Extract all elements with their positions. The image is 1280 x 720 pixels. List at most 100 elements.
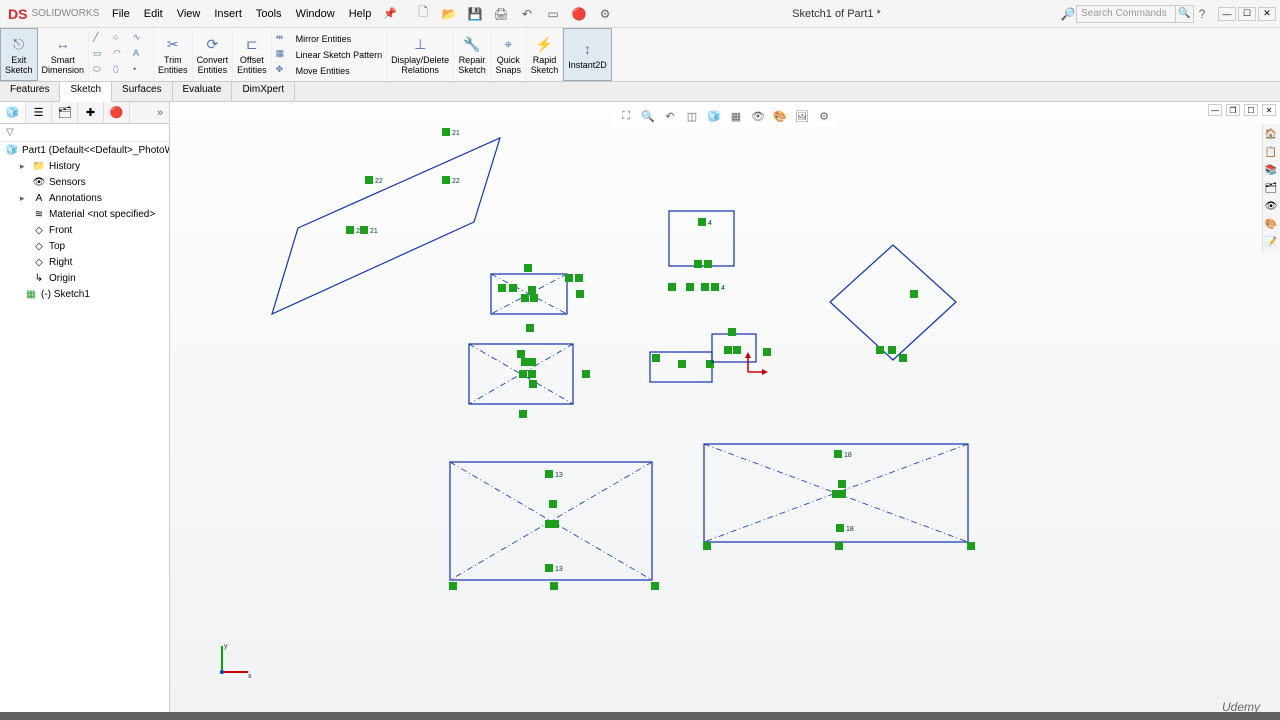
tree-top[interactable]: ◇Top — [0, 238, 169, 254]
offset-button[interactable]: ⊏ Offset Entities — [233, 28, 272, 81]
tree-right[interactable]: ◇Right — [0, 254, 169, 270]
menu-file[interactable]: File — [106, 6, 136, 22]
side-tab-appear-icon[interactable]: 🔴 — [104, 102, 130, 123]
rapid-sketch-button[interactable]: ⚡ Rapid Sketch — [527, 28, 564, 81]
sketch-tools-group: ╱ ○ ∿ ▭ ◠ A ⬭ ⬯ • — [89, 28, 154, 81]
side-tab-dim-icon[interactable]: ✚ — [78, 102, 104, 123]
convert-icon: ⟳ — [202, 34, 222, 54]
quick-snaps-button[interactable]: ⌖ Quick Snaps — [491, 28, 527, 81]
bottom-bar — [0, 712, 1280, 720]
tree-sensors[interactable]: 👁Sensors — [0, 174, 169, 190]
ellipse-icon[interactable]: ⬯ — [113, 64, 129, 78]
tree-label: Material <not specified> — [49, 209, 155, 220]
window-buttons: — ☐ ✕ — [1218, 7, 1276, 21]
display-relations-button[interactable]: ⊥ Display/Delete Relations — [387, 28, 454, 81]
menu-view[interactable]: View — [171, 6, 207, 22]
move-icon[interactable]: ✥ — [276, 64, 292, 78]
collapse-icon[interactable]: » — [151, 102, 169, 123]
pin-icon[interactable]: 📌 — [383, 7, 397, 20]
trim-button[interactable]: ✂ Trim Entities — [154, 28, 193, 81]
tree-label: Right — [49, 257, 72, 268]
repair-button[interactable]: 🔧 Repair Sketch — [454, 28, 491, 81]
close-icon[interactable]: ✕ — [1258, 7, 1276, 21]
instant2d-button[interactable]: ↕ Instant2D — [563, 28, 612, 81]
minimize-icon[interactable]: — — [1218, 7, 1236, 21]
options-icon[interactable]: ⚙ — [597, 6, 613, 22]
svg-text:13: 13 — [555, 566, 563, 573]
menu-help[interactable]: Help — [343, 6, 378, 22]
spline-icon[interactable]: ∿ — [133, 32, 149, 46]
titlebar: DS SOLIDWORKS File Edit View Insert Tool… — [0, 0, 1280, 28]
app-logo: DS SOLIDWORKS — [0, 6, 100, 22]
mirror-icon[interactable]: ⇹ — [276, 32, 292, 46]
side-tab-config-icon[interactable]: 🗂 — [52, 102, 78, 123]
sw-logo-icon: DS — [8, 6, 27, 22]
tree-origin[interactable]: ↳Origin — [0, 270, 169, 286]
tree-root[interactable]: 🧊Part1 (Default<<Default>_PhotoWorks Dis — [0, 142, 169, 158]
new-icon[interactable]: 🗋 — [415, 6, 431, 22]
pattern-label[interactable]: Linear Sketch Pattern — [296, 50, 383, 60]
trim-icon: ✂ — [163, 34, 183, 54]
line-icon[interactable]: ╱ — [93, 32, 109, 46]
select-icon[interactable]: ▭ — [545, 6, 561, 22]
search-cmd-icon[interactable]: 🔎 — [1060, 6, 1076, 22]
maximize-icon[interactable]: ☐ — [1238, 7, 1256, 21]
arc-icon[interactable]: ◠ — [113, 48, 129, 62]
open-icon[interactable]: 📂 — [441, 6, 457, 22]
exit-sketch-button[interactable]: ⎋ Exit Sketch — [0, 28, 38, 81]
tree-front[interactable]: ◇Front — [0, 222, 169, 238]
tree-label: History — [49, 161, 80, 172]
search-go-icon[interactable]: 🔍 — [1176, 5, 1194, 23]
svg-text:4: 4 — [708, 220, 712, 227]
menu-window[interactable]: Window — [290, 6, 341, 22]
side-tab-tree-icon[interactable]: 🧊 — [0, 102, 26, 123]
tree-material[interactable]: ≋Material <not specified> — [0, 206, 169, 222]
pattern-icon[interactable]: ▦ — [276, 48, 292, 62]
sketch-canvas: 21222221214774713131818 — [170, 102, 1280, 720]
graphics-area[interactable]: ⛶ 🔍 ↶ ◫ 🧊 ▦ 👁 🎨 🖼 ⚙ — ❐ ☐ ✕ 🏠 📋 📚 🗂 👁 🎨 … — [170, 102, 1280, 720]
text-icon[interactable]: A — [133, 48, 149, 62]
filter-row[interactable]: ▽ — [0, 124, 169, 142]
tree-label: (-) Sketch1 — [41, 289, 90, 300]
search-input[interactable]: Search Commands — [1076, 5, 1176, 23]
help-icon[interactable]: ? — [1194, 6, 1210, 22]
circle-icon[interactable]: ○ — [113, 32, 129, 46]
relations-icon: ⊥ — [410, 34, 430, 54]
tree-annotations[interactable]: ▸AAnnotations — [0, 190, 169, 206]
point-icon[interactable]: • — [133, 64, 149, 78]
brand-text: SOLIDWORKS — [31, 8, 99, 19]
menu-insert[interactable]: Insert — [208, 6, 248, 22]
print-icon[interactable]: 🖨 — [493, 6, 509, 22]
menubar: File Edit View Insert Tools Window Help — [106, 6, 377, 22]
save-icon[interactable]: 💾 — [467, 6, 483, 22]
svg-text:21: 21 — [370, 228, 378, 235]
rapid-icon: ⚡ — [534, 34, 554, 54]
tree-history[interactable]: ▸📁History — [0, 158, 169, 174]
convert-button[interactable]: ⟳ Convert Entities — [193, 28, 234, 81]
tree-sketch1[interactable]: ▦(-) Sketch1 — [0, 286, 169, 302]
menu-tools[interactable]: Tools — [250, 6, 288, 22]
menu-edit[interactable]: Edit — [138, 6, 169, 22]
instant-label: Instant2D — [568, 60, 607, 70]
smart-dimension-button[interactable]: ↔ Smart Dimension — [38, 28, 90, 81]
side-tabs: 🧊 ☰ 🗂 ✚ 🔴 » — [0, 102, 169, 124]
tree-root-label: Part1 (Default<<Default>_PhotoWorks Dis — [22, 145, 169, 156]
tab-evaluate[interactable]: Evaluate — [173, 82, 233, 101]
tab-surfaces[interactable]: Surfaces — [112, 82, 172, 101]
rebuild-icon[interactable]: 🔴 — [571, 6, 587, 22]
move-label[interactable]: Move Entities — [296, 66, 350, 76]
annot-icon: A — [33, 192, 45, 204]
side-tab-prop-icon[interactable]: ☰ — [26, 102, 52, 123]
rapid-label: Rapid Sketch — [531, 55, 559, 75]
svg-text:13: 13 — [555, 472, 563, 479]
slot-icon[interactable]: ⬭ — [93, 64, 109, 78]
undo-icon[interactable]: ↶ — [519, 6, 535, 22]
tab-sketch[interactable]: Sketch — [60, 82, 112, 102]
tab-features[interactable]: Features — [0, 82, 60, 101]
rect-icon[interactable]: ▭ — [93, 48, 109, 62]
tab-dimxpert[interactable]: DimXpert — [232, 82, 295, 101]
svg-text:y: y — [224, 643, 228, 650]
quick-label: Quick Snaps — [495, 55, 521, 75]
mirror-label[interactable]: Mirror Entities — [296, 34, 352, 44]
feature-tabs: Features Sketch Surfaces Evaluate DimXpe… — [0, 82, 1280, 102]
